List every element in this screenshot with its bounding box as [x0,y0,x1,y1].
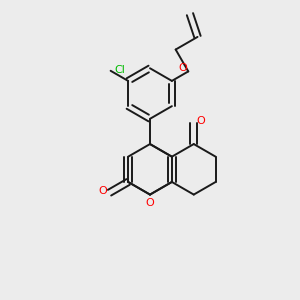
Text: O: O [178,63,187,73]
Text: O: O [196,116,205,126]
Text: O: O [99,186,107,196]
Text: Cl: Cl [114,65,125,75]
Text: O: O [146,198,154,208]
